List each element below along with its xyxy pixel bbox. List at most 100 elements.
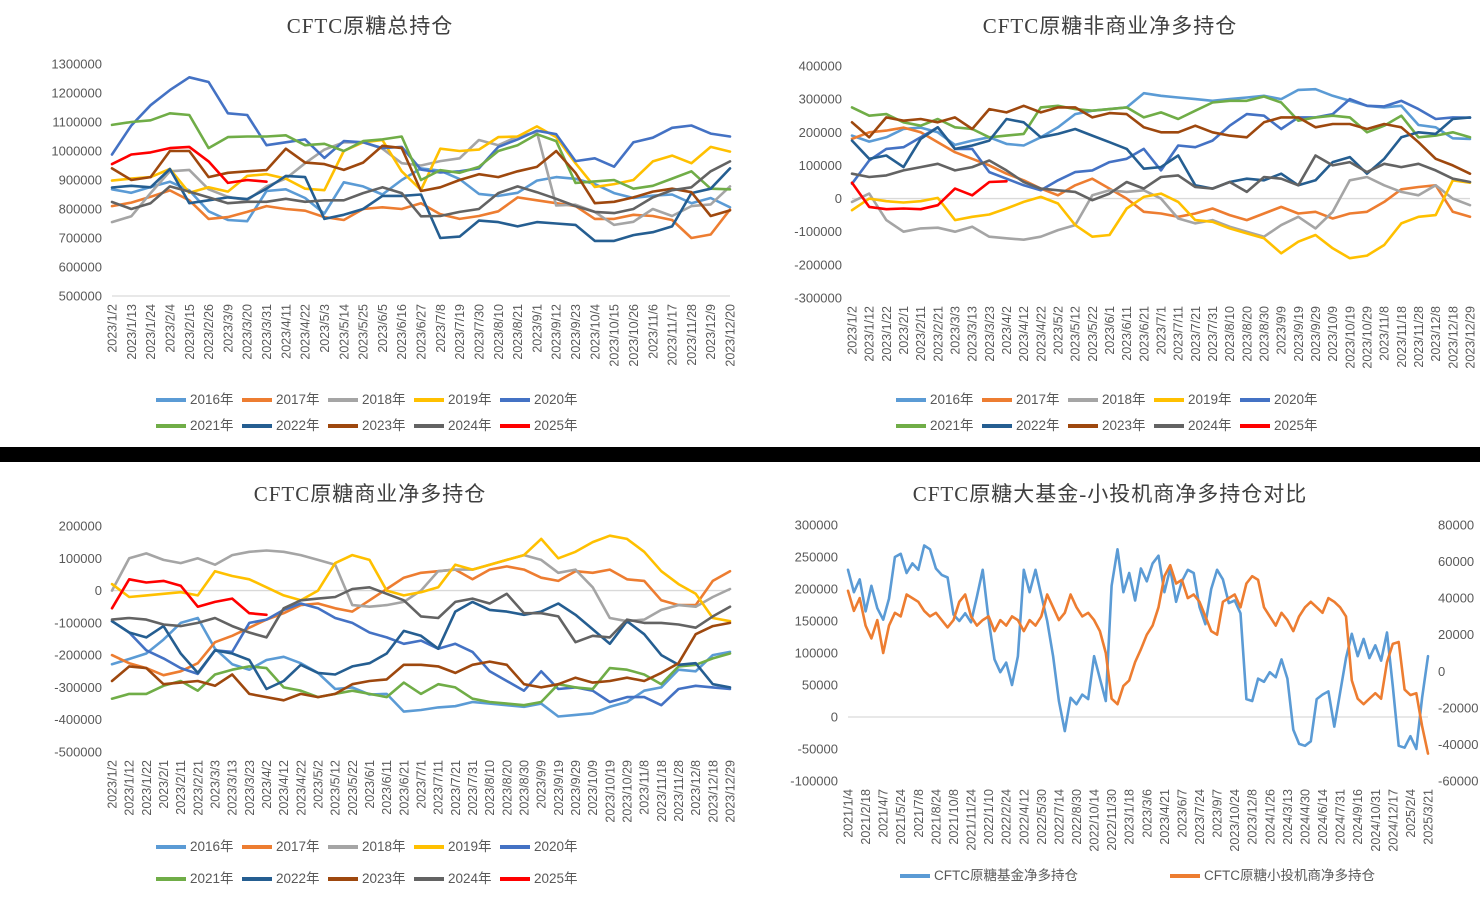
y-axis-tick-label: 100000 bbox=[795, 646, 838, 661]
x-axis-tick-label: 2023/1/22 bbox=[140, 760, 154, 816]
x-axis-tick-label: 2024/12/17 bbox=[1386, 789, 1400, 852]
x-axis-tick-label: 2022/10/14 bbox=[1088, 789, 1102, 852]
x-axis-tick-label: 2023/6/1 bbox=[363, 760, 377, 809]
x-axis-tick-label: 2023/5/3 bbox=[318, 304, 332, 353]
x-axis-tick-label: 2023/1/13 bbox=[125, 304, 139, 360]
series-line-2023年 bbox=[110, 144, 732, 218]
y-axis-tick-label: 100000 bbox=[59, 551, 102, 566]
x-axis-tick-label: 2023/3/6 bbox=[1140, 789, 1154, 838]
legend-label: CFTC原糖基金净多持仓 bbox=[934, 867, 1078, 883]
y-axis-tick-label: -300000 bbox=[794, 291, 842, 306]
y-axis-tick-label: 50000 bbox=[802, 678, 838, 693]
x-axis-tick-label: 2023/7/11 bbox=[432, 760, 446, 815]
x-axis-tick-label: 2023/4/11 bbox=[279, 304, 293, 359]
x-axis-tick-label: 2023/1/22 bbox=[880, 306, 894, 362]
x-axis-tick-label: 2023/10/19 bbox=[603, 760, 617, 823]
legend-label: 2020年 bbox=[534, 392, 578, 407]
x-axis-tick-label: 2021/7/8 bbox=[912, 789, 926, 838]
legend-label: 2022年 bbox=[1016, 418, 1060, 433]
x-axis-tick-label: 2021/10/8 bbox=[947, 789, 961, 845]
x-axis-tick-label: 2023/10/19 bbox=[1343, 306, 1357, 369]
x-axis-tick-label: 2023/12/18 bbox=[706, 760, 720, 823]
x-axis-tick-label: 2023/7/21 bbox=[449, 760, 463, 816]
y-axis-right-tick-label: 60000 bbox=[1438, 554, 1474, 569]
legend-item-2023年: 2023年 bbox=[328, 418, 406, 433]
x-axis-tick-label: 2023/8/10 bbox=[492, 304, 506, 360]
x-axis-tick-label: 2023/10/9 bbox=[1326, 306, 1340, 362]
y-axis-tick-label: -500000 bbox=[54, 745, 102, 760]
x-axis-tick-label: 2023/9/29 bbox=[1309, 306, 1323, 362]
legend-item-2019年: 2019年 bbox=[414, 839, 492, 854]
horizontal-divider-bar bbox=[0, 447, 1480, 462]
series-line-2022年 bbox=[850, 116, 1472, 190]
x-axis-tick-label: 2023/2/4 bbox=[163, 304, 177, 353]
x-axis-tick-label: 2025/3/21 bbox=[1422, 789, 1436, 845]
x-axis-tick-label: 2021/5/24 bbox=[894, 789, 908, 845]
x-axis-tick-label: 2021/8/24 bbox=[929, 789, 943, 845]
legend-item-2022年: 2022年 bbox=[242, 871, 320, 886]
x-axis-tick-label: 2023/8/30 bbox=[518, 760, 532, 816]
y-axis-right-tick-label: -60000 bbox=[1438, 774, 1478, 789]
x-axis-tick-label: 2023/4/22 bbox=[294, 760, 308, 816]
legend-item-2020年: 2020年 bbox=[500, 839, 578, 854]
legend-item-2025年: 2025年 bbox=[500, 871, 578, 886]
x-axis-tick-label: 2024/1/26 bbox=[1263, 789, 1277, 845]
legend-item-2022年: 2022年 bbox=[982, 418, 1060, 433]
series-line-2019年 bbox=[110, 534, 732, 623]
x-axis-tick-label: 2023/11/18 bbox=[1395, 306, 1409, 368]
x-axis-tick-label: 2023/10/29 bbox=[1361, 306, 1375, 369]
legend-label: 2020年 bbox=[534, 839, 578, 854]
x-axis-tick-label: 2023/12/8 bbox=[1246, 789, 1260, 845]
x-axis-tick-label: 2023/11/6 bbox=[646, 304, 660, 359]
x-axis-tick-label: 2023/9/23 bbox=[569, 304, 583, 360]
y-axis-tick-label: 300000 bbox=[795, 518, 838, 533]
legend-item-2019年: 2019年 bbox=[1154, 392, 1232, 407]
series-line-2024年 bbox=[110, 586, 732, 644]
y-axis-tick-label: 300000 bbox=[799, 92, 842, 107]
series-line-2020年 bbox=[110, 76, 732, 174]
chart-title-total-oi: CFTC原糖总持仓 bbox=[286, 14, 454, 38]
series-line-2023年 bbox=[110, 621, 732, 702]
x-axis-tick-label: 2023/1/2 bbox=[846, 306, 860, 355]
x-axis-tick-label: 2025/2/4 bbox=[1404, 789, 1418, 838]
legend-item-2018年: 2018年 bbox=[1068, 392, 1146, 407]
x-axis-tick-label: 2023/4/12 bbox=[1017, 306, 1031, 362]
y-axis-tick-label: 200000 bbox=[59, 519, 102, 534]
x-axis-tick-label: 2023/2/21 bbox=[931, 306, 945, 362]
legend-item-2016年: 2016年 bbox=[156, 392, 234, 407]
legend-label: 2022年 bbox=[276, 871, 320, 886]
x-axis-tick-label: 2023/10/15 bbox=[608, 304, 622, 367]
legend-label: 2023年 bbox=[1102, 418, 1146, 433]
series-line-CFTC原糖基金净多持仓 bbox=[846, 544, 1430, 751]
legend-item-2019年: 2019年 bbox=[414, 392, 492, 407]
y-axis-tick-label: -100000 bbox=[794, 224, 842, 239]
x-axis-tick-label: 2022/7/14 bbox=[1052, 789, 1066, 845]
legend-item-2024年: 2024年 bbox=[414, 871, 492, 886]
x-axis-tick-label: 2023/7/31 bbox=[466, 760, 480, 816]
y-axis-tick-label: -200000 bbox=[794, 257, 842, 272]
legend-label: 2023年 bbox=[362, 871, 406, 886]
x-axis-tick-label: 2023/3/3 bbox=[949, 306, 963, 355]
x-axis-tick-label: 2024/7/31 bbox=[1334, 789, 1348, 845]
y-axis-tick-label: 600000 bbox=[59, 260, 102, 275]
x-axis-tick-label: 2023/2/11 bbox=[914, 306, 928, 361]
x-axis-tick-label: 2023/5/25 bbox=[357, 304, 371, 360]
x-axis-tick-label: 2023/4/22 bbox=[299, 304, 313, 360]
x-axis-tick-label: 2024/6/14 bbox=[1316, 789, 1330, 845]
legend-label: 2019年 bbox=[1188, 392, 1232, 407]
x-axis-tick-label: 2022/1/10 bbox=[982, 789, 996, 845]
y-axis-right-tick-label: 40000 bbox=[1438, 591, 1474, 606]
legend-item-2021年: 2021年 bbox=[156, 871, 234, 886]
series-line-2021年 bbox=[110, 652, 732, 707]
x-axis-tick-label: 2023/9/9 bbox=[1275, 306, 1289, 355]
x-axis-tick-label: 2023/11/28 bbox=[672, 760, 686, 822]
x-axis-tick-label: 2023/2/26 bbox=[202, 304, 216, 360]
panel-noncommercial-net-long: CFTC原糖非商业净多持仓 -300000 -200000 -100000 0 1000… bbox=[740, 0, 1480, 447]
x-axis-tick-label: 2023/8/10 bbox=[1223, 306, 1237, 362]
panel-fund-vs-smallspec: CFTC原糖大基金-小投机商净多持仓对比 -100000 -50000 0 50000… bbox=[740, 462, 1480, 906]
y-axis-right-tick-label: -40000 bbox=[1438, 737, 1478, 752]
legend-item-2022年: 2022年 bbox=[242, 418, 320, 433]
x-axis-tick-label: 2022/4/12 bbox=[1017, 789, 1031, 845]
x-axis-tick-label: 2023/5/2 bbox=[1052, 306, 1066, 355]
x-axis-tick-label: 2024/3/13 bbox=[1281, 789, 1295, 845]
